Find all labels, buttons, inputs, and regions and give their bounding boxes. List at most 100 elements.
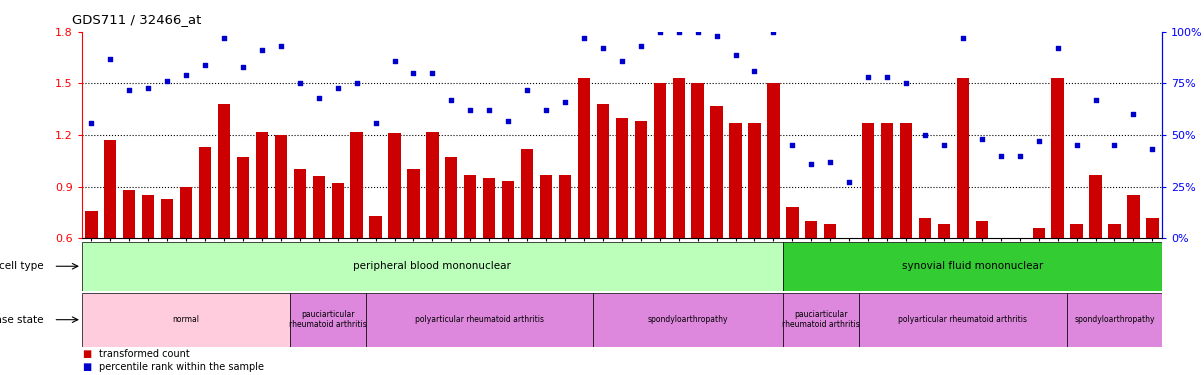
Bar	[313, 176, 325, 341]
Bar	[502, 182, 514, 341]
Bar	[783, 292, 858, 347]
Bar	[710, 106, 722, 341]
Point	[271, 44, 290, 50]
Bar	[559, 174, 571, 341]
Point	[1123, 111, 1143, 117]
Bar	[783, 242, 1162, 291]
Bar	[483, 178, 495, 341]
Point	[650, 29, 669, 35]
Bar	[615, 118, 628, 341]
Text: normal: normal	[172, 315, 200, 324]
Bar	[294, 170, 306, 341]
Bar	[366, 292, 594, 347]
Bar	[805, 221, 818, 341]
Text: ■: ■	[82, 362, 92, 372]
Bar	[255, 132, 268, 341]
Point	[82, 120, 101, 126]
Point	[385, 58, 405, 64]
Text: pauciarticular
rheumatoid arthritis: pauciarticular rheumatoid arthritis	[781, 310, 860, 329]
Bar	[179, 187, 193, 341]
Bar	[654, 84, 666, 341]
Point	[802, 161, 821, 167]
Bar	[1033, 228, 1045, 341]
Point	[594, 45, 613, 51]
Point	[707, 33, 726, 39]
Bar	[597, 104, 609, 341]
Bar	[919, 217, 931, 341]
Bar	[786, 207, 798, 341]
Point	[214, 35, 234, 41]
Bar	[899, 123, 913, 341]
Bar	[237, 158, 249, 341]
Point	[726, 52, 745, 58]
Point	[745, 68, 765, 74]
Bar	[142, 195, 154, 341]
Bar	[464, 174, 477, 341]
Point	[327, 85, 347, 91]
Text: spondyloarthropathy: spondyloarthropathy	[1074, 315, 1155, 324]
Point	[309, 95, 329, 101]
Text: disease state: disease state	[0, 315, 45, 325]
Bar	[199, 147, 211, 341]
Bar	[123, 190, 135, 341]
Text: spondyloarthropathy: spondyloarthropathy	[648, 315, 728, 324]
Point	[1105, 142, 1125, 148]
Bar	[1146, 217, 1158, 341]
Bar	[539, 174, 553, 341]
Point	[366, 120, 385, 126]
Bar	[82, 292, 290, 347]
Bar	[691, 84, 704, 341]
Bar	[858, 292, 1067, 347]
Point	[423, 70, 442, 76]
Bar	[445, 158, 458, 341]
Point	[403, 70, 423, 76]
Point	[897, 81, 916, 87]
Bar	[426, 132, 438, 341]
Bar	[331, 183, 344, 341]
Bar	[104, 140, 117, 341]
Bar	[218, 104, 230, 341]
Point	[177, 72, 196, 78]
Bar	[521, 149, 533, 341]
Point	[138, 85, 158, 91]
Point	[101, 56, 120, 62]
Bar	[407, 170, 420, 341]
Text: polyarticular rheumatoid arthritis: polyarticular rheumatoid arthritis	[898, 315, 1027, 324]
Bar	[881, 123, 893, 341]
Point	[498, 118, 518, 124]
Point	[878, 74, 897, 80]
Bar	[635, 121, 647, 341]
Point	[669, 29, 689, 35]
Bar	[275, 135, 287, 341]
Point	[858, 74, 878, 80]
Point	[763, 29, 783, 35]
Point	[234, 64, 253, 70]
Bar	[290, 292, 366, 347]
Bar	[843, 238, 855, 341]
Point	[574, 35, 594, 41]
Bar	[938, 224, 950, 341]
Point	[1047, 45, 1067, 51]
Bar	[85, 211, 98, 341]
Point	[783, 142, 802, 148]
Bar	[824, 224, 837, 341]
Point	[1010, 153, 1029, 159]
Text: ■: ■	[82, 350, 92, 359]
Point	[158, 78, 177, 84]
Point	[1029, 138, 1049, 144]
Bar	[578, 78, 590, 341]
Point	[537, 107, 556, 113]
Bar	[389, 133, 401, 341]
Bar	[350, 132, 362, 341]
Point	[1143, 146, 1162, 152]
Bar	[1014, 247, 1026, 341]
Bar	[862, 123, 874, 341]
Point	[821, 159, 840, 165]
Point	[442, 97, 461, 103]
Bar	[975, 221, 988, 341]
Point	[1067, 142, 1086, 148]
Point	[915, 132, 934, 138]
Point	[631, 44, 650, 50]
Point	[253, 48, 272, 54]
Bar	[673, 78, 685, 341]
